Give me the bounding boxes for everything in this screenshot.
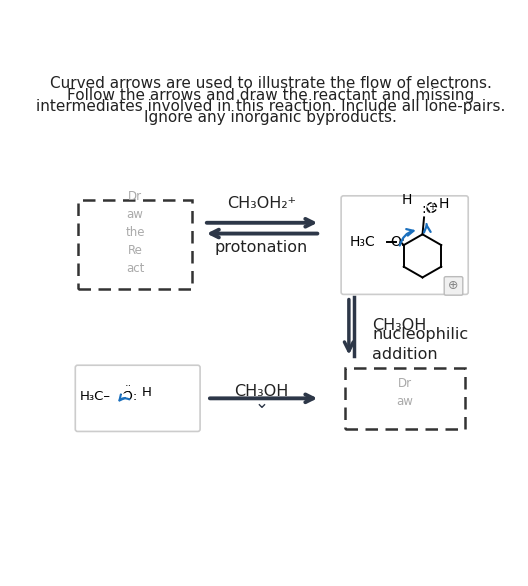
Text: ⌄: ⌄ — [254, 394, 268, 413]
FancyBboxPatch shape — [341, 196, 468, 294]
Circle shape — [427, 203, 437, 212]
Text: intermediates involved in this reaction. Include all lone-pairs.: intermediates involved in this reaction.… — [36, 99, 505, 114]
Text: +: + — [428, 202, 436, 212]
Text: CH₃OH₂⁺: CH₃OH₂⁺ — [227, 196, 296, 211]
Text: O:: O: — [390, 235, 405, 249]
FancyBboxPatch shape — [345, 367, 465, 429]
Circle shape — [122, 394, 129, 400]
Text: ⊕: ⊕ — [448, 280, 459, 292]
Text: Ignore any inorganic byproducts.: Ignore any inorganic byproducts. — [144, 110, 397, 125]
Text: H: H — [401, 193, 412, 207]
Text: H: H — [142, 386, 152, 400]
Text: nucleophilic
addition: nucleophilic addition — [372, 327, 468, 362]
FancyBboxPatch shape — [78, 200, 192, 289]
Text: Dr
aw
the
Re
act: Dr aw the Re act — [125, 190, 145, 275]
Text: Follow the arrows and draw the reactant and missing: Follow the arrows and draw the reactant … — [67, 88, 474, 103]
Text: Dr
aw: Dr aw — [396, 377, 413, 408]
Text: :O: :O — [422, 202, 437, 216]
Text: :Ȯ:: :Ȯ: — [118, 390, 138, 403]
Text: H: H — [439, 197, 449, 212]
FancyBboxPatch shape — [76, 365, 200, 431]
Text: ··: ·· — [125, 381, 131, 391]
Text: protonation: protonation — [215, 240, 308, 255]
Text: Curved arrows are used to illustrate the flow of electrons.: Curved arrows are used to illustrate the… — [50, 77, 492, 91]
FancyBboxPatch shape — [444, 277, 463, 295]
Text: CH₃OH: CH₃OH — [372, 318, 427, 333]
Text: CH₃OH: CH₃OH — [234, 384, 288, 400]
Text: H₃C–: H₃C– — [80, 390, 111, 403]
Text: H₃C: H₃C — [350, 235, 376, 249]
